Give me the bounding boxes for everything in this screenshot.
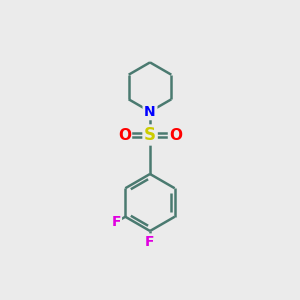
Text: O: O xyxy=(169,128,182,142)
Text: S: S xyxy=(144,126,156,144)
Text: O: O xyxy=(118,128,131,142)
Text: N: N xyxy=(144,105,156,118)
Text: F: F xyxy=(112,215,121,229)
Text: F: F xyxy=(145,235,155,248)
